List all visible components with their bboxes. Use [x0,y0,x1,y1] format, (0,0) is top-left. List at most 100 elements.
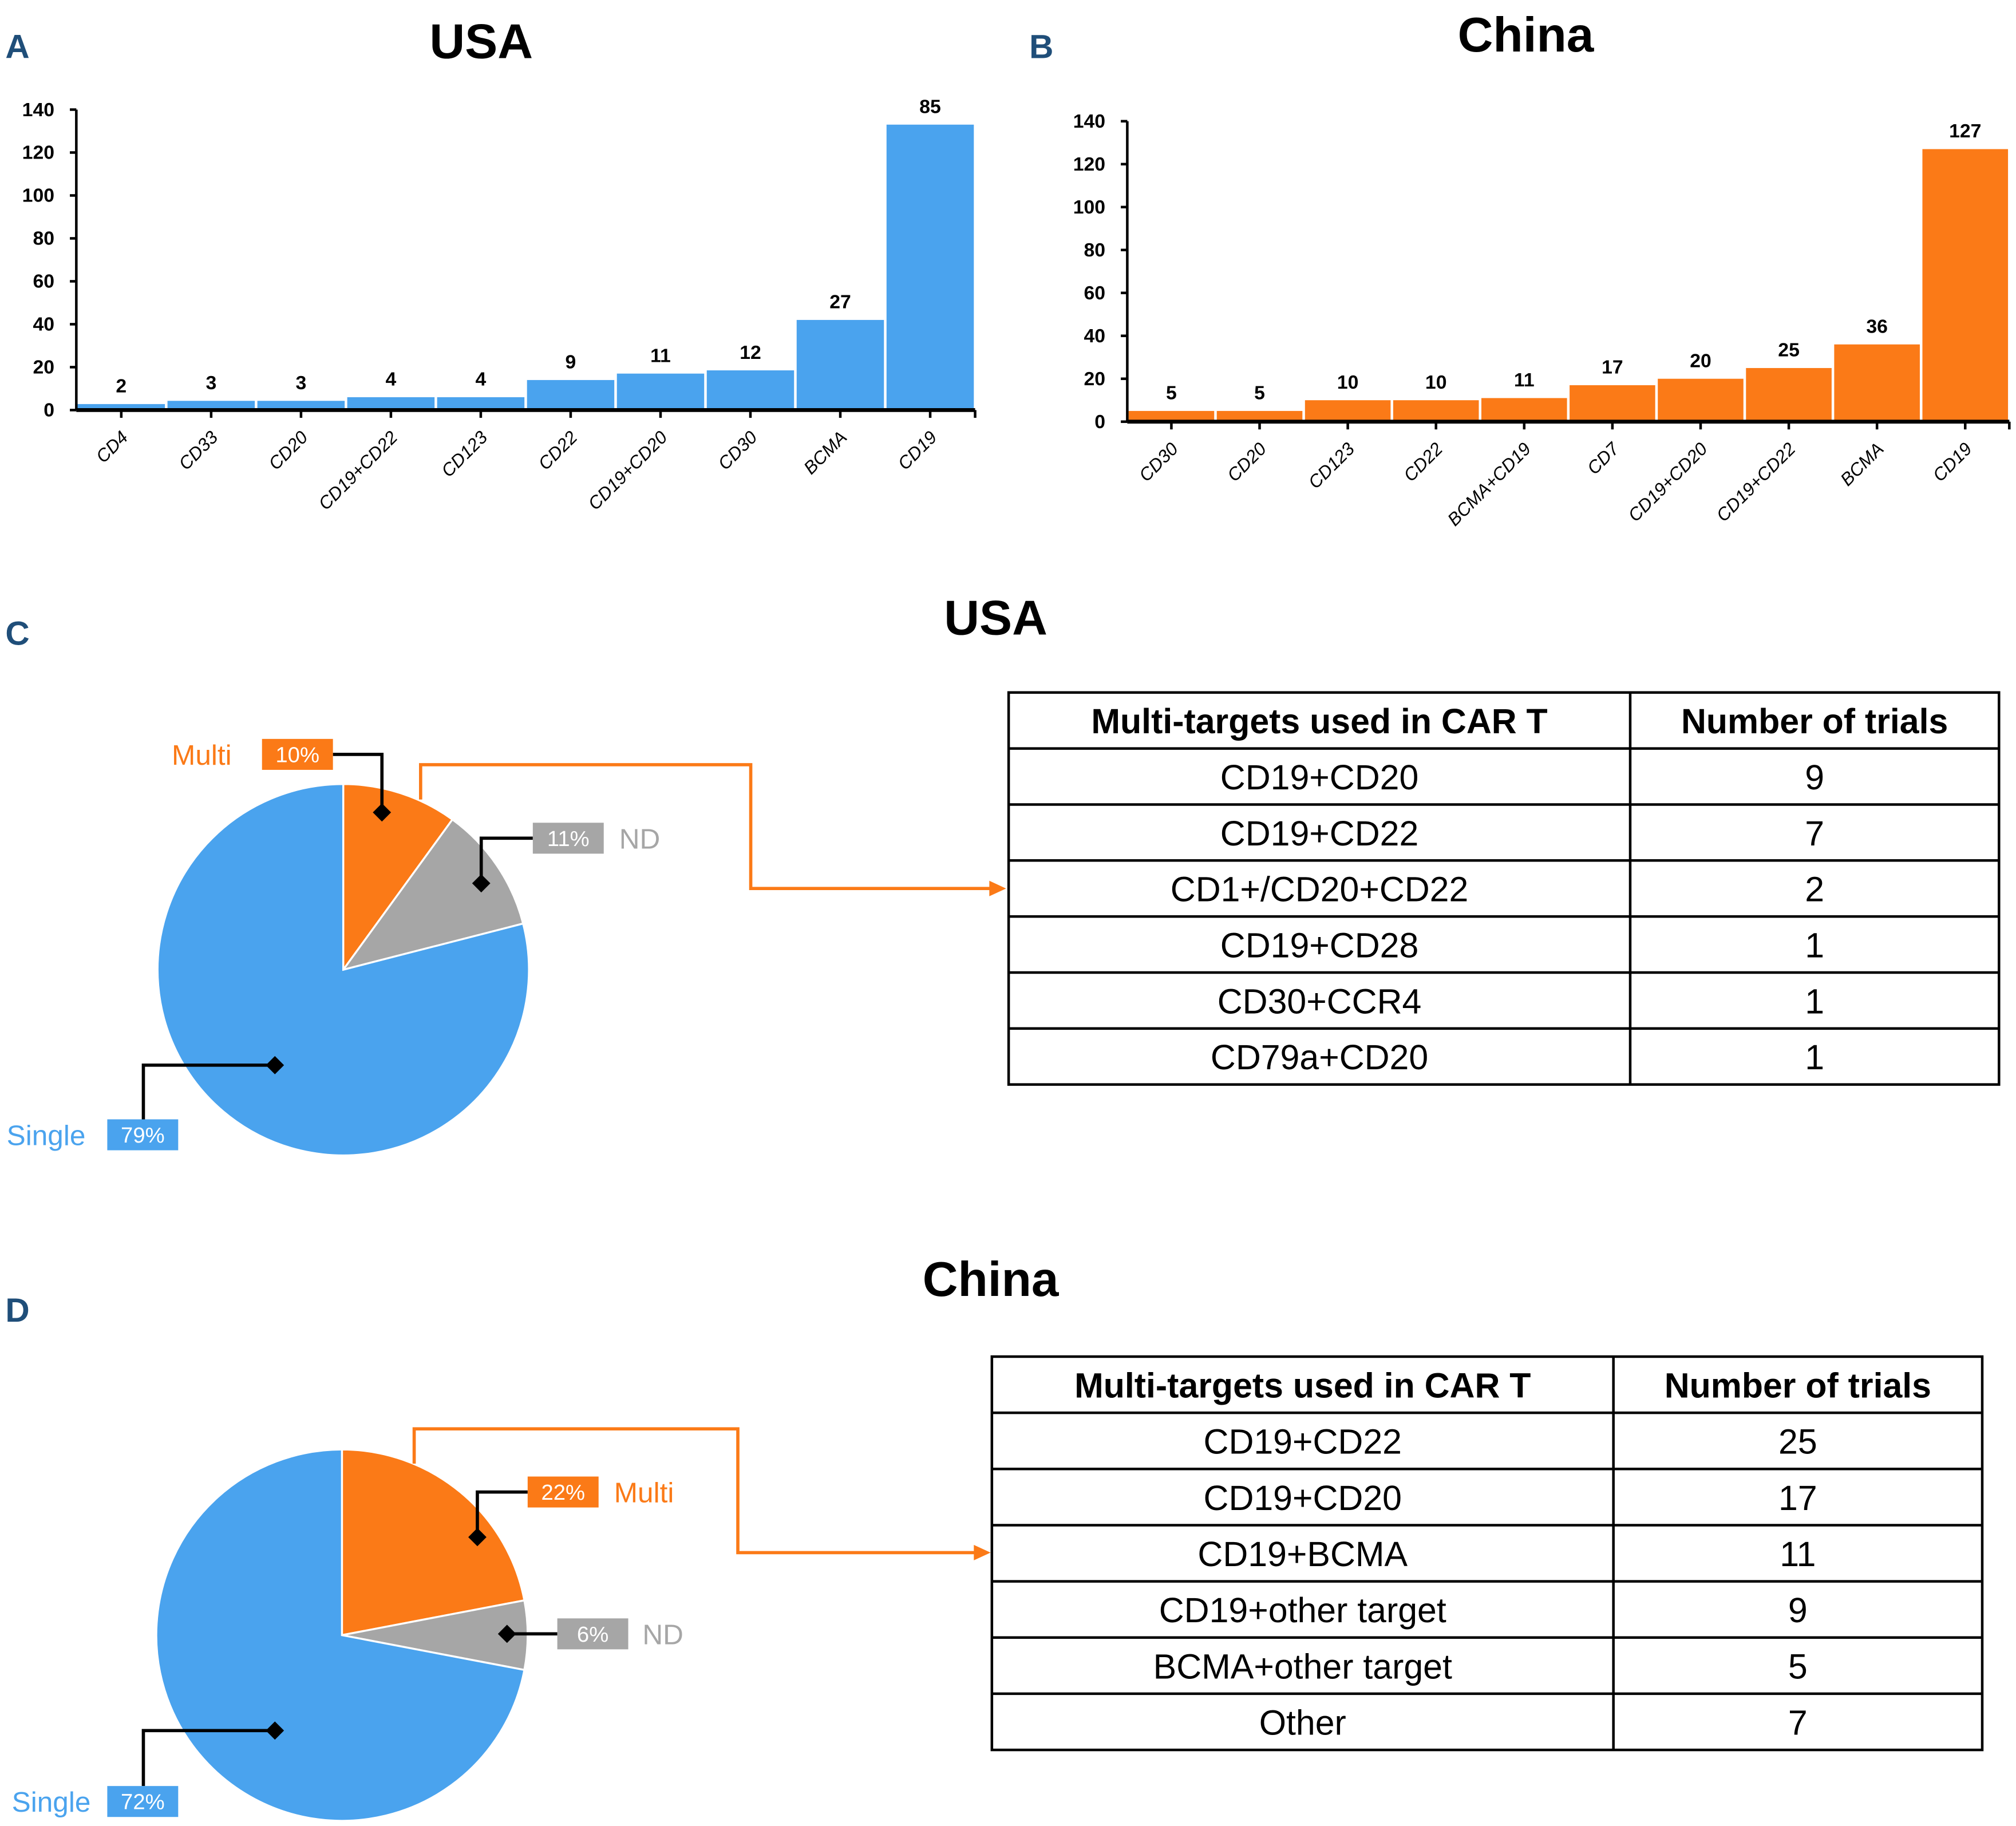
chart-a-bar [796,319,884,410]
chart-a-data-label: 4 [476,369,487,390]
chart-a-bar [527,380,615,410]
chart-a-bar [706,370,794,410]
chart-b-category-label: BCMA+CD19 [1443,438,1535,530]
table-c-cell: CD19+CD20 [1220,758,1418,797]
table-c-cell: 1 [1805,926,1824,965]
chart-b-category-label: CD19 [1928,438,1975,485]
pie-c-slice-multi [342,783,454,973]
panel-label-a: A [5,28,29,65]
pie-d-percent-badge [527,1476,599,1508]
chart-b-y-tick-label: 80 [1084,239,1106,261]
table-c-cell: 7 [1805,814,1824,853]
connector-c [419,763,991,891]
chart-a-data-label: 12 [740,342,761,363]
chart-a-data-label: 2 [116,376,127,397]
table-d-cell: 11 [1780,1535,1816,1574]
chart-a-category-label: CD30 [714,426,761,474]
chart-b-y-tick-label: 20 [1084,368,1106,390]
pie-d-slice-name: Single [12,1786,91,1818]
chart-a-data-label: 4 [386,369,397,390]
pie-c-percent-label: 11% [547,827,590,851]
chart-b-y-tick-label: 140 [1073,110,1105,132]
chart-a-bar [616,373,705,410]
chart-a-data-label: 85 [919,96,941,117]
chart-a-y-tick-label: 40 [33,314,54,335]
chart-a-data-label: 9 [566,351,576,373]
table-c-cell: CD19+CD22 [1220,814,1418,853]
arrow-head-icon [989,880,1006,896]
chart-a-y-tick-label: 100 [22,185,54,207]
chart-a-y-tick-label: 120 [22,142,54,164]
chart-b-category-label: CD123 [1304,438,1358,492]
table-d-cell: CD19+CD20 [1204,1479,1402,1517]
chart-a-bar [347,397,435,410]
panel-label-d: D [5,1292,29,1329]
chart-b-category-label: CD19+CD20 [1624,438,1711,525]
pie-d-leader-line [141,1729,275,1787]
table-d-header-cell: Number of trials [1665,1366,1931,1405]
chart-b-y-tick-label: 100 [1073,196,1105,218]
pie-c-percent-badge [262,738,333,770]
chart-b-category-label: CD22 [1400,438,1447,485]
chart-a-title: USA [429,14,533,69]
chart-a-category-label: CD33 [175,426,222,474]
table-c-cell: 1 [1805,1038,1824,1077]
arrow-head-icon [974,1544,991,1560]
chart-a-category-label: BCMA [800,426,851,478]
chart-a-data-label: 11 [650,345,671,366]
chart-b-y-tick-label: 40 [1084,325,1106,347]
chart-b-y-tick-label: 0 [1094,411,1105,433]
pie-c-percent-badge [532,823,604,854]
panel-label-c: C [5,615,29,652]
diamond-marker-icon [373,803,392,822]
pie-c-slice-name: ND [619,823,661,855]
chart-a-y-tick-label: 80 [33,228,54,250]
pie-d-percent-label: 72% [121,1790,165,1815]
chart-b-bar [1481,398,1567,422]
chart-b-y-tick-label: 120 [1073,153,1105,175]
chart-a-category-label: CD20 [264,426,312,474]
chart-a-data-label: 27 [829,291,851,313]
chart-b-data-label: 127 [1949,120,1981,142]
chart-b-bar [1746,367,1832,422]
table-c-cell: 1 [1805,982,1824,1021]
table-c [1007,691,2001,1086]
table-d-cell: 25 [1778,1422,1817,1461]
chart-b-data-label: 25 [1778,339,1800,361]
chart-b-bar [1570,385,1655,422]
table-d-cell: CD19+other target [1159,1591,1446,1630]
table-c-cell: CD30+CCR4 [1217,982,1422,1021]
chart-b-data-label: 5 [1166,382,1177,404]
chart-a-category-label: CD19+CD20 [584,426,671,514]
chart-a-bar [167,401,255,410]
pie-c-percent-label: 79% [121,1123,165,1148]
chart-a-bar [886,124,974,410]
table-d-cell: CD19+BCMA [1197,1535,1408,1574]
chart-b-y-tick-label: 60 [1084,282,1106,304]
pie-c-percent-badge [107,1119,179,1151]
chart-a-category-label: CD22 [534,426,582,474]
pie-d-slice-name: ND [642,1618,683,1650]
diamond-marker-icon [266,1056,284,1074]
chart-b-category-label: CD20 [1223,438,1271,485]
chart-b-data-label: 17 [1602,357,1623,378]
pie-d-slice-name: Multi [614,1477,674,1509]
chart-b-bar [1834,344,1920,422]
pie-d-percent-badge [557,1618,628,1650]
chart-a-category-label: CD123 [437,426,492,481]
chart-a-category-label: CD19 [894,426,940,473]
pie-d-leader-line [476,1490,528,1538]
pie-c-leader-line [479,836,533,884]
pie-c-leader-line [141,1064,275,1120]
pie-d-percent-label: 22% [541,1480,585,1505]
table-d-cell: CD19+CD22 [1204,1422,1402,1461]
table-d-cell: 5 [1788,1647,1808,1686]
table-d-cell: Other [1259,1704,1346,1742]
chart-b-title: China [1458,8,1595,62]
chart-a-y-tick-label: 0 [44,400,54,421]
table-c-cell: 2 [1805,870,1824,909]
chart-b-bar [1128,410,1215,422]
table-c-cell: CD19+CD28 [1220,926,1418,965]
pie-c-slice-nd [341,818,524,971]
